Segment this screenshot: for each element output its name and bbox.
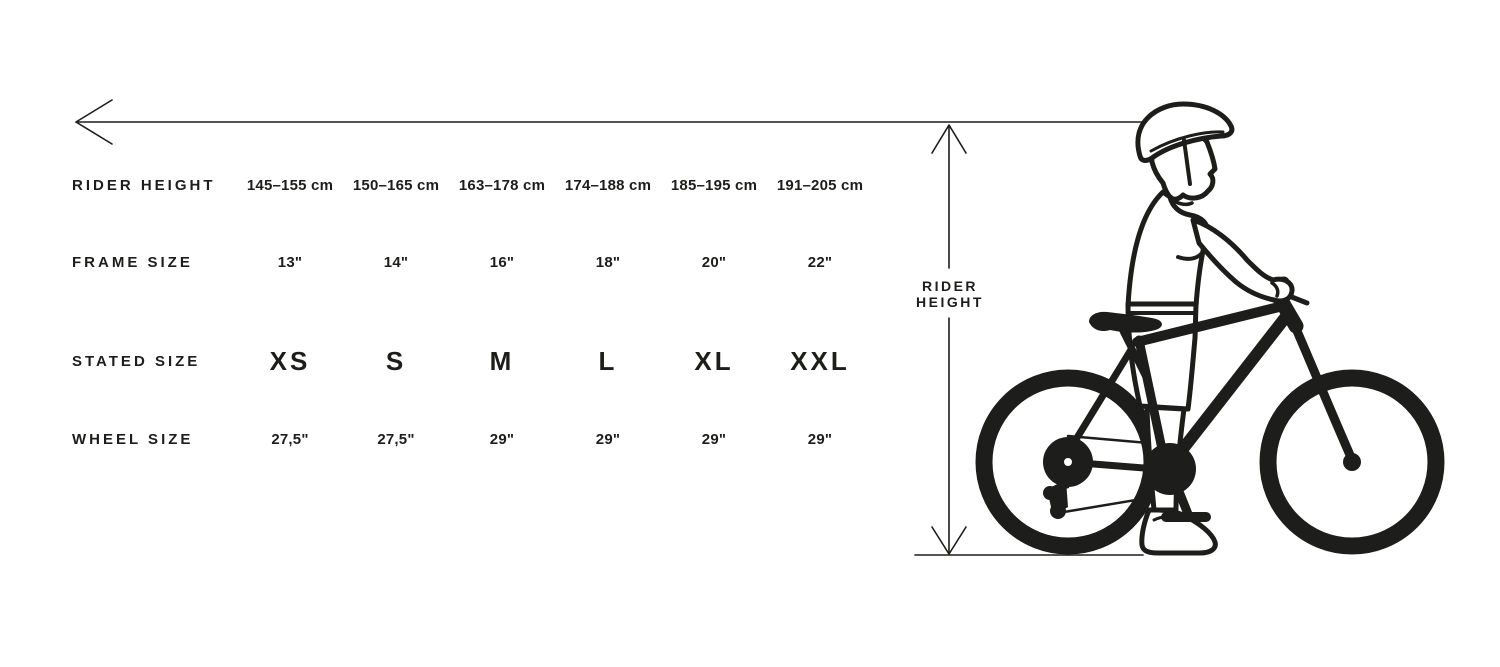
row-label: RIDER HEIGHT: [72, 176, 216, 194]
rider-collar-line: [1167, 195, 1194, 207]
size-value: 191–205 cm: [776, 176, 864, 194]
rear-drivetrain-icon: [1043, 336, 1174, 519]
bike-and-rider-illustration: [975, 101, 1445, 556]
size-value: 29": [489, 430, 515, 448]
size-value: XL: [694, 345, 734, 376]
size-value: XXL: [790, 345, 850, 376]
size-value: 18": [595, 253, 621, 271]
size-row-wheel-size: WHEEL SIZE 27,5" 27,5" 29" 29" 29" 29": [72, 424, 873, 454]
size-row-rider-height: RIDER HEIGHT 145–155 cm 150–165 cm 163–178 …: [72, 170, 873, 200]
row-label: WHEEL SIZE: [72, 430, 194, 448]
rider-height-arrow-icon: [931, 124, 967, 555]
size-value: 13": [277, 253, 303, 271]
size-value: 14": [383, 253, 409, 271]
size-value: S: [385, 345, 407, 376]
size-value: 16": [489, 253, 515, 271]
size-value: 185–195 cm: [670, 176, 758, 194]
rider-height-measurement-label: RIDER HEIGHT: [916, 278, 984, 310]
size-value: 29": [701, 430, 727, 448]
size-value: 20": [701, 253, 727, 271]
row-label: STATED SIZE: [72, 352, 201, 370]
size-value: L: [598, 345, 618, 376]
fork-icon: [1289, 319, 1355, 460]
size-value: 163–178 cm: [458, 176, 546, 194]
size-value: 29": [595, 430, 621, 448]
size-value: M: [489, 345, 515, 376]
front-wheel-icon: [1259, 369, 1445, 555]
top-width-arrow-icon: [75, 99, 1143, 145]
size-row-stated-size: STATED SIZE XS S M L XL XXL: [72, 341, 873, 381]
size-row-frame-size: FRAME SIZE 13" 14" 16" 18" 20" 22": [72, 247, 873, 277]
crank-arm-icon: [1165, 464, 1193, 519]
helmet-inner-line: [1149, 130, 1225, 153]
rider-arm: [1190, 217, 1295, 304]
saddle-icon: [1089, 311, 1162, 333]
helmet-strap: [1182, 138, 1192, 186]
size-value: 27,5": [377, 430, 415, 448]
size-value: 174–188 cm: [564, 176, 652, 194]
size-value: 22": [807, 253, 833, 271]
size-value: 145–155 cm: [246, 176, 334, 194]
rider-torso: [1125, 189, 1210, 309]
size-value: 150–165 cm: [352, 176, 440, 194]
size-value: XS: [269, 345, 311, 376]
thumb-line: [1270, 281, 1280, 298]
size-value: 27,5": [271, 430, 309, 448]
row-label: FRAME SIZE: [72, 253, 193, 271]
size-value: 29": [807, 430, 833, 448]
